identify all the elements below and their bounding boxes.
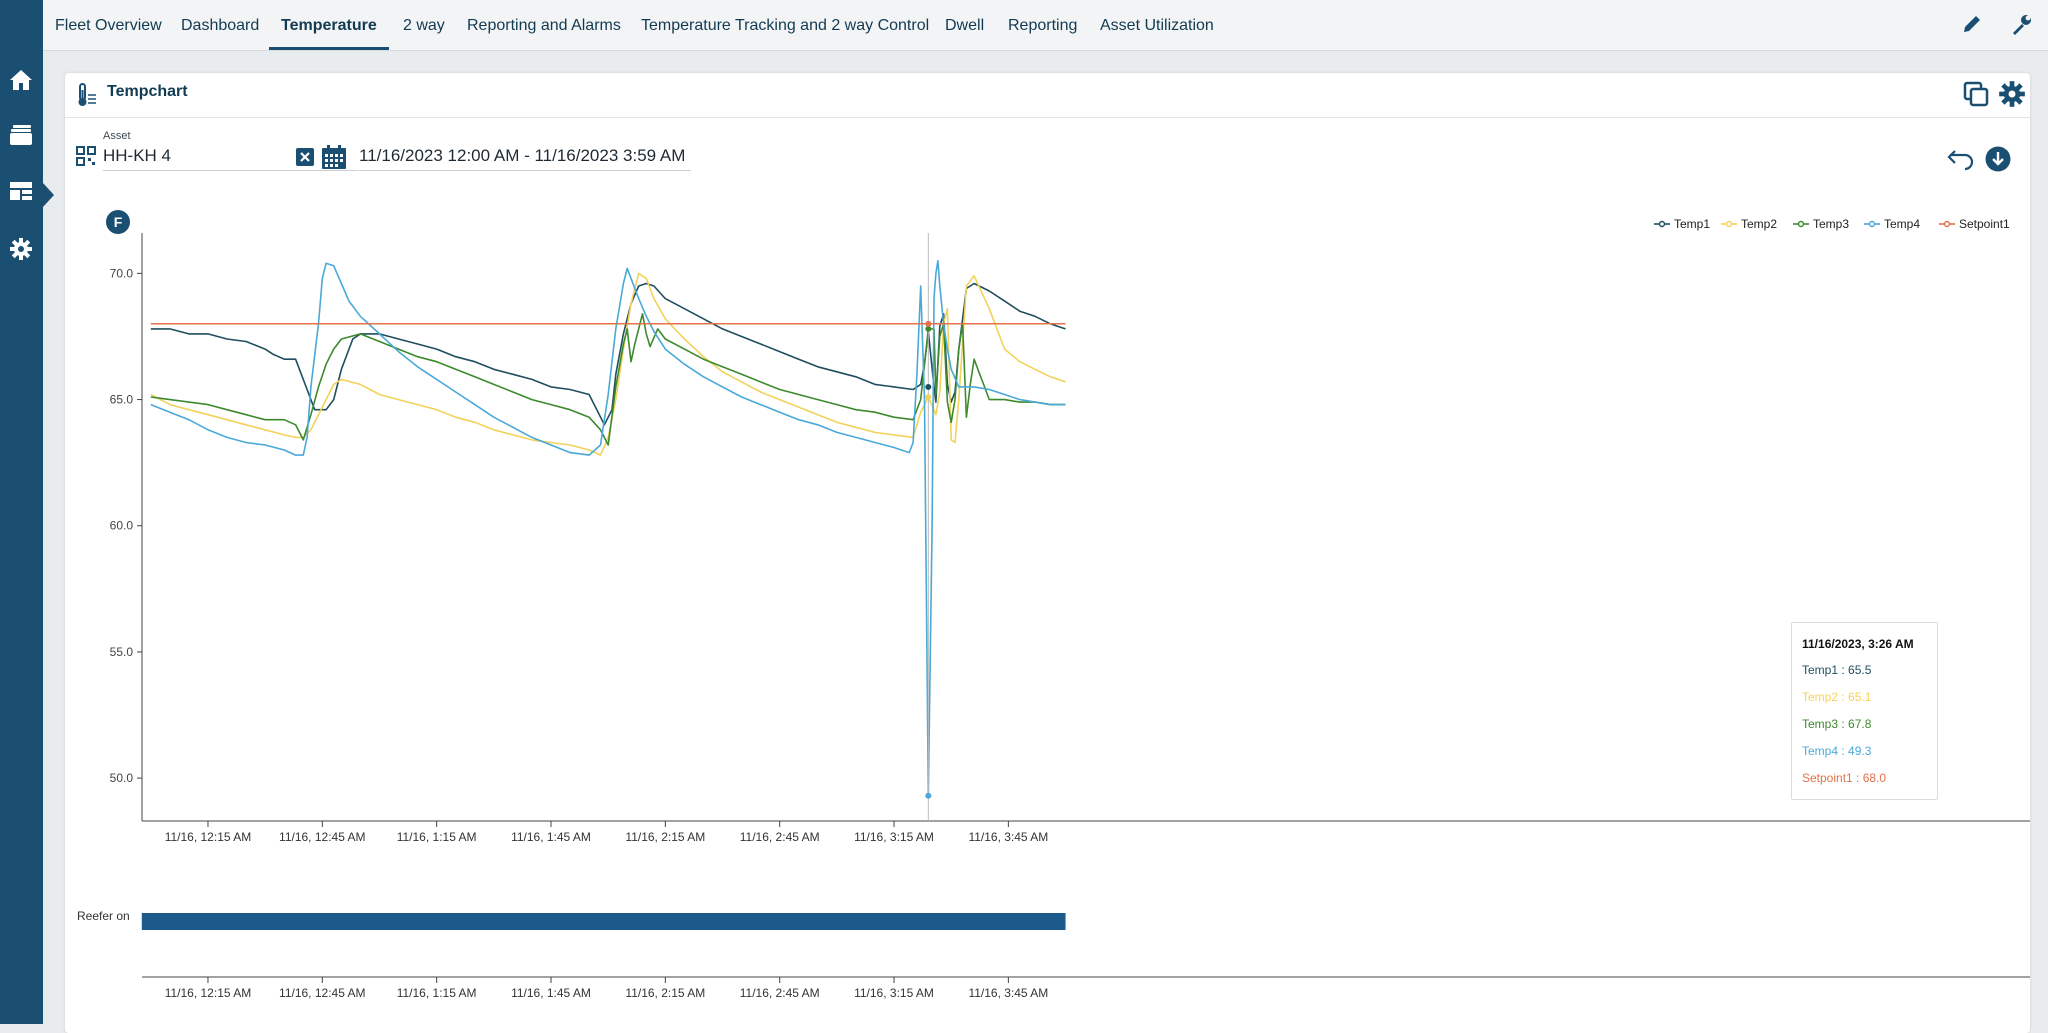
cursor-marker-temp3	[925, 325, 932, 332]
y-tick-label: 55.0	[110, 645, 134, 659]
legend-label: Temp3	[1813, 217, 1849, 231]
legend-marker	[1658, 220, 1666, 228]
top-navigation: Fleet Overview Dashboard Temperature 2 w…	[43, 0, 2048, 51]
reefer-x-tick-label: 11/16, 3:45 AM	[968, 986, 1048, 1000]
x-tick-label: 11/16, 3:15 AM	[854, 830, 934, 844]
legend-label: Temp1	[1674, 217, 1710, 231]
y-tick-label: 65.0	[110, 393, 134, 407]
unit-badge: F	[106, 210, 130, 234]
reefer-x-tick-label: 11/16, 2:15 AM	[625, 986, 705, 1000]
legend-marker	[1868, 220, 1876, 228]
legend-marker	[1943, 220, 1951, 228]
asset-input[interactable]: HH-KH 4	[103, 146, 358, 171]
temperature-line-chart[interactable]: F Temp1 Temp2 Temp3 Temp4 Setpoint1 50.0 55.0…	[65, 73, 2030, 1033]
series-line-temp4	[150, 260, 1066, 797]
reefer-on-bar	[141, 913, 1066, 930]
reefer-x-tick-label: 11/16, 1:45 AM	[511, 986, 591, 1000]
legend-label: Temp4	[1884, 217, 1920, 231]
calendar-icon[interactable]	[321, 144, 347, 175]
reefer-label: Reefer on	[77, 909, 130, 923]
x-tick-label: 11/16, 1:45 AM	[511, 830, 591, 844]
left-sidebar	[0, 0, 43, 1024]
sidebar-active-pointer	[43, 183, 54, 207]
y-axis: 50.0 55.0 60.0 65.0 70.0	[110, 233, 143, 821]
undo-icon[interactable]	[1947, 147, 1975, 176]
x-tick-label: 11/16, 12:15 AM	[165, 830, 252, 844]
x-tick-label: 11/16, 1:15 AM	[397, 830, 477, 844]
tab-2-way[interactable]: 2 way	[403, 17, 445, 34]
settings-icon[interactable]	[6, 234, 36, 264]
x-axis: 11/16, 12:15 AM 11/16, 12:45 AM 11/16, 1:1…	[142, 820, 2030, 844]
edit-pencil-icon[interactable]	[1960, 12, 1986, 38]
download-icon[interactable]	[1985, 146, 2011, 177]
tab-dashboard[interactable]: Dashboard	[181, 17, 260, 34]
legend-label: Setpoint1	[1959, 217, 2010, 231]
series-line-temp2	[150, 272, 1066, 456]
series-line-temp1	[150, 282, 1066, 426]
thermometer-icon	[76, 82, 98, 113]
tab-temperature-tracking-2-way-control[interactable]: Temperature Tracking and 2 way Control	[641, 17, 930, 34]
y-tick-label: 70.0	[110, 266, 134, 280]
cursor-marker-setpoint1	[925, 320, 932, 327]
reefer-x-tick-label: 11/16, 12:45 AM	[279, 986, 366, 1000]
tab-reporting[interactable]: Reporting	[1008, 17, 1078, 34]
layers-icon[interactable]	[6, 120, 36, 150]
tooltip-row-setpoint1: Setpoint1 : 68.0	[1802, 771, 1887, 785]
asset-label: Asset	[103, 130, 131, 142]
dashboard-icon[interactable]	[6, 176, 36, 206]
tooltip-row-temp3: Temp3 : 67.8	[1802, 717, 1872, 731]
copy-icon[interactable]	[1963, 81, 1989, 112]
x-tick-label: 11/16, 2:45 AM	[740, 830, 820, 844]
qr-code-icon[interactable]	[75, 145, 97, 172]
reefer-x-tick-label: 11/16, 1:15 AM	[397, 986, 477, 1000]
series-line-temp3	[150, 313, 1066, 446]
clear-asset-icon[interactable]	[295, 147, 315, 172]
cursor-marker-temp4	[925, 792, 932, 799]
tab-dwell[interactable]: Dwell	[945, 17, 985, 34]
tooltip-row-temp4: Temp4 : 49.3	[1802, 744, 1872, 758]
tab-fleet-overview[interactable]: Fleet Overview	[55, 17, 162, 34]
tab-reporting-and-alarms[interactable]: Reporting and Alarms	[467, 17, 621, 34]
chart-settings-gear-icon[interactable]	[1998, 80, 2026, 113]
tooltip-title: 11/16/2023, 3:26 AM	[1802, 637, 1914, 651]
legend-label: Temp2	[1741, 217, 1777, 231]
reefer-x-tick-label: 11/16, 2:45 AM	[740, 986, 820, 1000]
cursor-marker-temp1	[925, 383, 932, 390]
x-tick-label: 11/16, 3:45 AM	[968, 830, 1048, 844]
y-tick-label: 60.0	[110, 519, 134, 533]
cursor-marker-temp2	[925, 394, 932, 401]
card-title: Tempchart	[107, 83, 188, 100]
reefer-x-tick-label: 11/16, 12:15 AM	[165, 986, 252, 1000]
legend-marker	[1797, 220, 1805, 228]
chart-series	[150, 233, 1066, 821]
wrench-icon[interactable]	[2010, 12, 2036, 38]
reefer-timeline: 11/16, 12:15 AM 11/16, 12:45 AM 11/16, 1:1…	[141, 913, 2030, 1000]
tooltip-row-temp1: Temp1 : 65.5	[1802, 663, 1872, 677]
reefer-x-tick-label: 11/16, 3:15 AM	[854, 986, 934, 1000]
tooltip-row-temp2: Temp2 : 65.1	[1802, 690, 1872, 704]
tempchart-card: Tempchart Asset HH-KH 4 11/16/2023 12:00…	[65, 73, 2030, 1033]
home-icon[interactable]	[6, 65, 36, 95]
unit-badge-text: F	[114, 214, 123, 230]
x-tick-label: 11/16, 2:15 AM	[625, 830, 705, 844]
chart-legend: Temp1 Temp2 Temp3 Temp4 Setpoint1	[1654, 217, 2010, 231]
tab-asset-utilization[interactable]: Asset Utilization	[1100, 17, 1214, 34]
chart-tooltip: 11/16/2023, 3:26 AM Temp1 : 65.5 Temp2 :…	[1791, 622, 1938, 800]
date-range-input[interactable]: 11/16/2023 12:00 AM - 11/16/2023 3:59 AM	[359, 146, 691, 171]
tab-temperature[interactable]: Temperature	[269, 0, 389, 50]
x-tick-label: 11/16, 12:45 AM	[279, 830, 366, 844]
card-header: Tempchart	[65, 73, 2030, 118]
y-tick-label: 50.0	[110, 771, 134, 785]
legend-marker	[1725, 220, 1733, 228]
